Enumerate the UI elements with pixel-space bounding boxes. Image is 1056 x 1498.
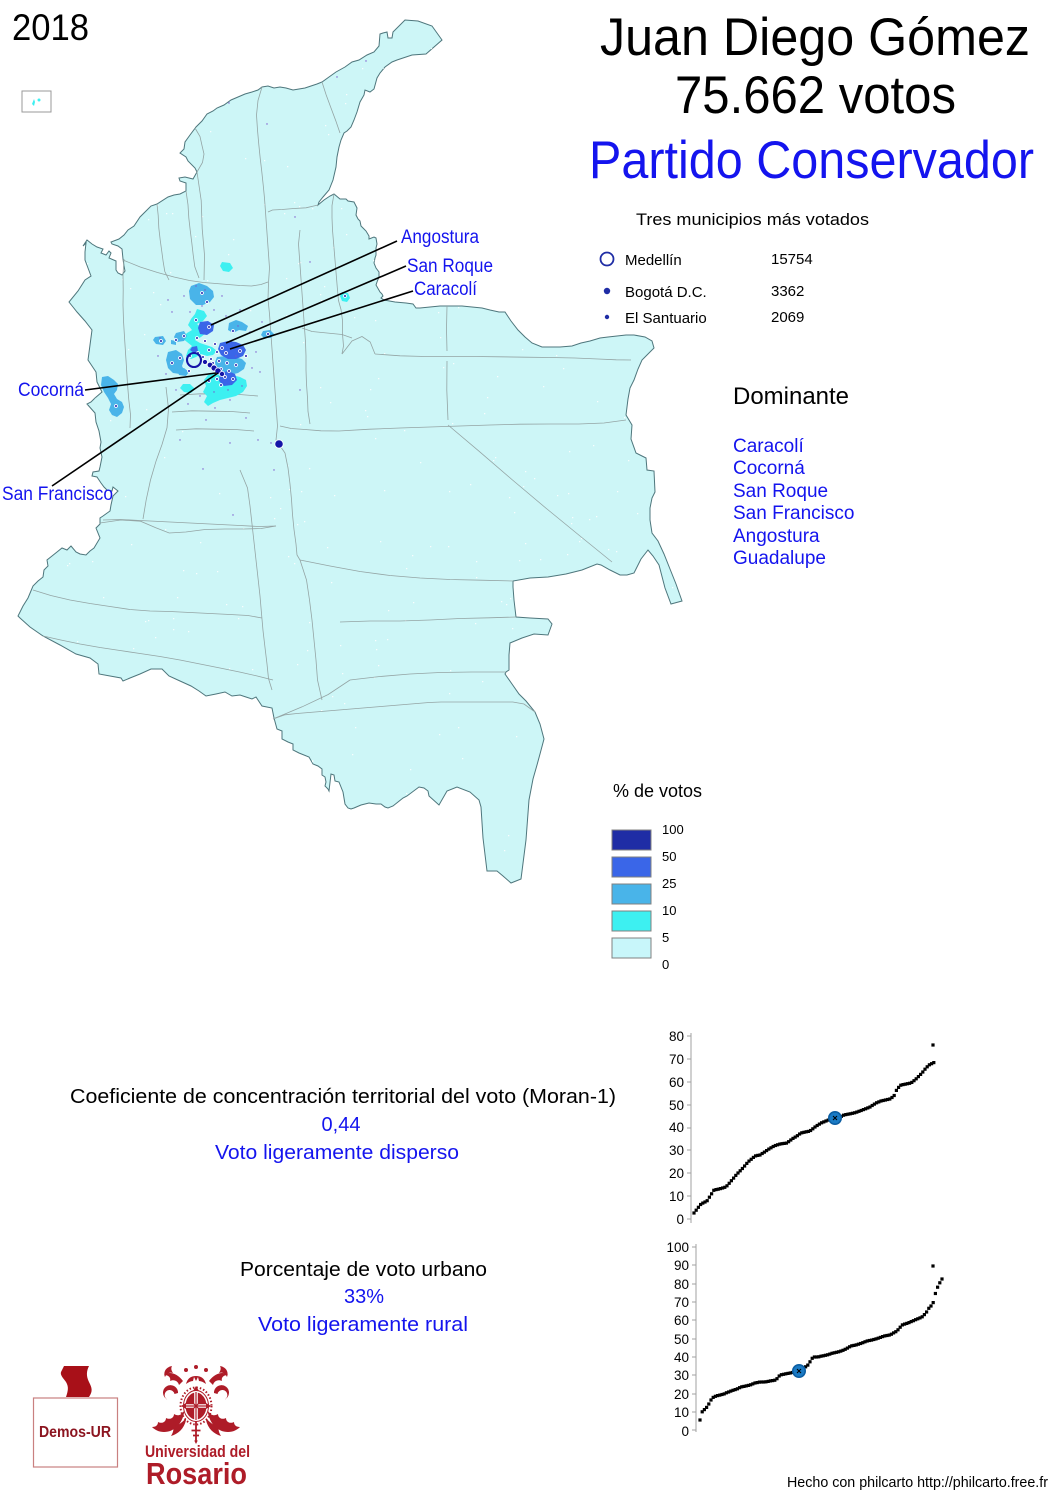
svg-text:Angostura: Angostura: [733, 526, 820, 547]
svg-text:Voto ligeramente rural: Voto ligeramente rural: [258, 1314, 468, 1336]
svg-text:San Francisco: San Francisco: [733, 503, 854, 524]
svg-text:10: 10: [662, 903, 676, 918]
svg-text:0,44: 0,44: [322, 1114, 361, 1136]
svg-text:Coeficiente de concentración t: Coeficiente de concentración territorial…: [70, 1086, 616, 1108]
svg-text:30: 30: [669, 1143, 684, 1158]
svg-text:% de votos: % de votos: [613, 781, 702, 801]
svg-text:100: 100: [666, 1240, 689, 1255]
svg-text:San Francisco: San Francisco: [2, 484, 113, 505]
svg-text:Cocorná: Cocorná: [18, 380, 84, 401]
svg-text:San Roque: San Roque: [407, 256, 493, 277]
svg-text:25: 25: [662, 876, 676, 891]
svg-text:20: 20: [674, 1387, 689, 1402]
svg-text:Cocorná: Cocorná: [733, 458, 805, 479]
svg-text:Medellín: Medellín: [625, 252, 682, 269]
svg-text:Rosario: Rosario: [146, 1456, 247, 1491]
svg-text:20: 20: [669, 1166, 684, 1181]
svg-text:100: 100: [662, 822, 684, 837]
svg-text:Tres municipios más votados: Tres municipios más votados: [636, 210, 869, 229]
svg-text:0: 0: [676, 1212, 684, 1227]
svg-text:0: 0: [662, 957, 669, 972]
svg-text:10: 10: [669, 1189, 684, 1204]
svg-text:Dominante: Dominante: [733, 383, 849, 410]
svg-text:Demos-UR: Demos-UR: [39, 1424, 111, 1441]
svg-text:40: 40: [674, 1350, 689, 1365]
svg-text:Voto ligeramente disperso: Voto ligeramente disperso: [215, 1142, 459, 1164]
svg-text:50: 50: [674, 1332, 689, 1347]
svg-text:10: 10: [674, 1405, 689, 1420]
svg-text:80: 80: [674, 1277, 689, 1292]
svg-text:33%: 33%: [344, 1286, 384, 1308]
svg-text:Porcentaje de voto urbano: Porcentaje de voto urbano: [240, 1259, 487, 1281]
svg-text:2069: 2069: [771, 309, 804, 326]
svg-text:Guadalupe: Guadalupe: [733, 548, 826, 569]
svg-text:Caracolí: Caracolí: [733, 436, 804, 457]
svg-text:0: 0: [681, 1424, 689, 1439]
svg-text:50: 50: [669, 1098, 684, 1113]
svg-text:Hecho con philcarto http://phi: Hecho con philcarto http://philcarto.fre…: [787, 1475, 1048, 1491]
svg-text:70: 70: [669, 1052, 684, 1067]
svg-text:90: 90: [674, 1258, 689, 1273]
svg-text:2018: 2018: [12, 7, 89, 48]
svg-text:60: 60: [669, 1075, 684, 1090]
svg-text:Caracolí: Caracolí: [414, 279, 478, 300]
svg-text:60: 60: [674, 1313, 689, 1328]
svg-text:San Roque: San Roque: [733, 481, 828, 502]
svg-text:El Santuario: El Santuario: [625, 310, 707, 327]
svg-text:Juan Diego Gómez: Juan Diego Gómez: [600, 8, 1030, 67]
svg-text:Universidad del: Universidad del: [145, 1442, 250, 1461]
svg-text:40: 40: [669, 1120, 684, 1135]
svg-text:30: 30: [674, 1368, 689, 1383]
svg-text:Partido Conservador: Partido Conservador: [589, 131, 1034, 190]
svg-text:70: 70: [674, 1295, 689, 1310]
svg-text:3362: 3362: [771, 283, 804, 300]
svg-text:Bogotá D.C.: Bogotá D.C.: [625, 284, 707, 301]
svg-text:5: 5: [662, 930, 669, 945]
svg-text:80: 80: [669, 1029, 684, 1044]
svg-text:15754: 15754: [771, 251, 813, 268]
svg-text:75.662 votos: 75.662 votos: [675, 66, 956, 125]
svg-text:Angostura: Angostura: [401, 227, 479, 248]
svg-text:50: 50: [662, 849, 676, 864]
